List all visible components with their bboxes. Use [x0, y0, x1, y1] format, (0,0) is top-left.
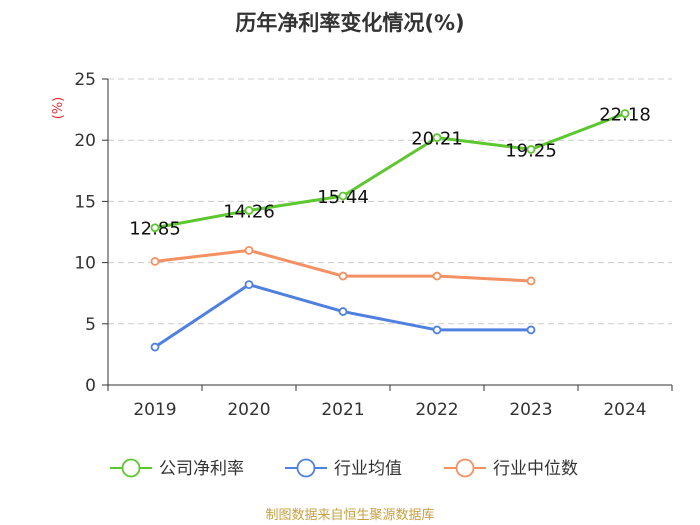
- data-label: 19.25: [505, 140, 557, 161]
- y-tick-label: 25: [74, 70, 96, 90]
- data-point[interactable]: [338, 271, 348, 281]
- gridlines: [108, 78, 672, 325]
- data-label: 15.44: [317, 187, 369, 208]
- legend-item-1[interactable]: 公司净利率: [110, 458, 244, 479]
- source-note: 制图数据来自恒生聚源数据库: [265, 507, 434, 523]
- data-point[interactable]: [338, 307, 348, 316]
- legend-marker-icon: [121, 458, 141, 478]
- legend-marker-icon: [455, 458, 475, 478]
- series-line-1: [153, 112, 627, 230]
- series-layer: [150, 109, 630, 352]
- x-tick-label: 2019: [133, 400, 176, 420]
- legend-item-2[interactable]: 行业均值: [285, 458, 402, 479]
- data-point[interactable]: [338, 191, 348, 201]
- data-point[interactable]: [244, 206, 254, 215]
- data-label: 14.26: [223, 201, 275, 222]
- chart-title: 历年净利率变化情况(%): [235, 11, 464, 35]
- legend-label: 公司净利率: [159, 459, 244, 479]
- data-point[interactable]: [620, 109, 630, 118]
- data-point[interactable]: [150, 342, 160, 352]
- data-label: 20.21: [411, 129, 463, 150]
- legend-label: 行业中位数: [493, 459, 578, 479]
- data-point[interactable]: [150, 256, 160, 266]
- data-point[interactable]: [432, 133, 442, 143]
- legend-item-3[interactable]: 行业中位数: [444, 458, 578, 479]
- x-tick-label: 2023: [509, 400, 552, 420]
- y-axis-label: (%): [51, 97, 66, 120]
- y-tick-label: 5: [85, 315, 96, 335]
- y-tick-label: 0: [85, 376, 96, 396]
- data-point[interactable]: [432, 271, 442, 281]
- data-point[interactable]: [150, 223, 160, 233]
- x-tick-label: 2021: [321, 400, 364, 420]
- data-point[interactable]: [526, 144, 536, 154]
- data-point[interactable]: [432, 325, 442, 335]
- x-tick-label: 2022: [415, 400, 458, 420]
- x-tick-label: 2024: [603, 400, 646, 420]
- y-tick-label: 15: [74, 192, 96, 212]
- data-point[interactable]: [526, 276, 536, 286]
- data-label: 12.85: [129, 219, 181, 240]
- data-point[interactable]: [244, 245, 254, 255]
- axes: 0 5 10 15 20 25 2019 2020 2021 2022 2023 2024: [74, 70, 673, 420]
- data-point[interactable]: [526, 325, 536, 335]
- y-tick-label: 20: [74, 131, 96, 151]
- y-tick-label: 10: [74, 254, 96, 274]
- x-tick-label: 2020: [227, 400, 270, 420]
- legend-marker-icon: [296, 458, 316, 478]
- legend[interactable]: 公司净利率 行业均值 行业中位数: [110, 458, 578, 479]
- data-labels: 12.85 14.26 15.44 20.21 19.25 22.18: [129, 105, 651, 240]
- data-label: 22.18: [599, 105, 651, 126]
- data-point[interactable]: [244, 280, 254, 290]
- legend-label: 行业均值: [334, 459, 402, 479]
